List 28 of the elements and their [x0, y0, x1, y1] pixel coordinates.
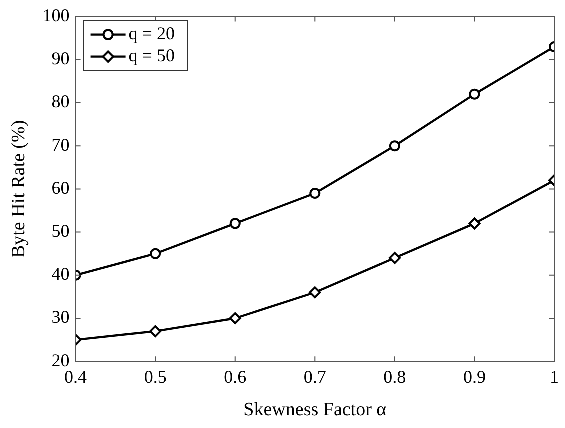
point: [388, 252, 401, 264]
point: [468, 218, 481, 230]
legend-label: q = 20: [128, 24, 175, 44]
point: [310, 188, 321, 200]
y-tick-label: 60: [52, 178, 70, 198]
x-tick-label: 1: [550, 367, 559, 388]
point: [309, 286, 322, 299]
y-tick-label: 50: [52, 221, 70, 242]
y-tick-label: 90: [52, 48, 70, 69]
point: [230, 218, 241, 230]
y-tick-label: 70: [52, 134, 70, 155]
x-tick-label: 0.6: [224, 367, 247, 388]
x-tick-label: 0.5: [144, 367, 167, 388]
y-tick-label: 100: [42, 6, 70, 26]
x-tick-label: 0.7: [304, 367, 326, 388]
y-tick-label: 80: [52, 92, 70, 112]
point: [389, 140, 400, 152]
y-axis-title: Byte Hit Rate (%): [8, 120, 30, 258]
legend-label: q = 50: [128, 46, 175, 66]
y-tick-label: 40: [52, 264, 70, 284]
point: [150, 248, 162, 260]
x-axis-title: Skewness Factor α: [244, 400, 387, 421]
point: [469, 88, 480, 100]
x-tick-label: 0.9: [463, 367, 486, 388]
x-tick-label: 0.8: [384, 367, 406, 388]
y-tick-label: 30: [52, 307, 70, 328]
point: [150, 325, 162, 338]
point: [229, 312, 242, 324]
